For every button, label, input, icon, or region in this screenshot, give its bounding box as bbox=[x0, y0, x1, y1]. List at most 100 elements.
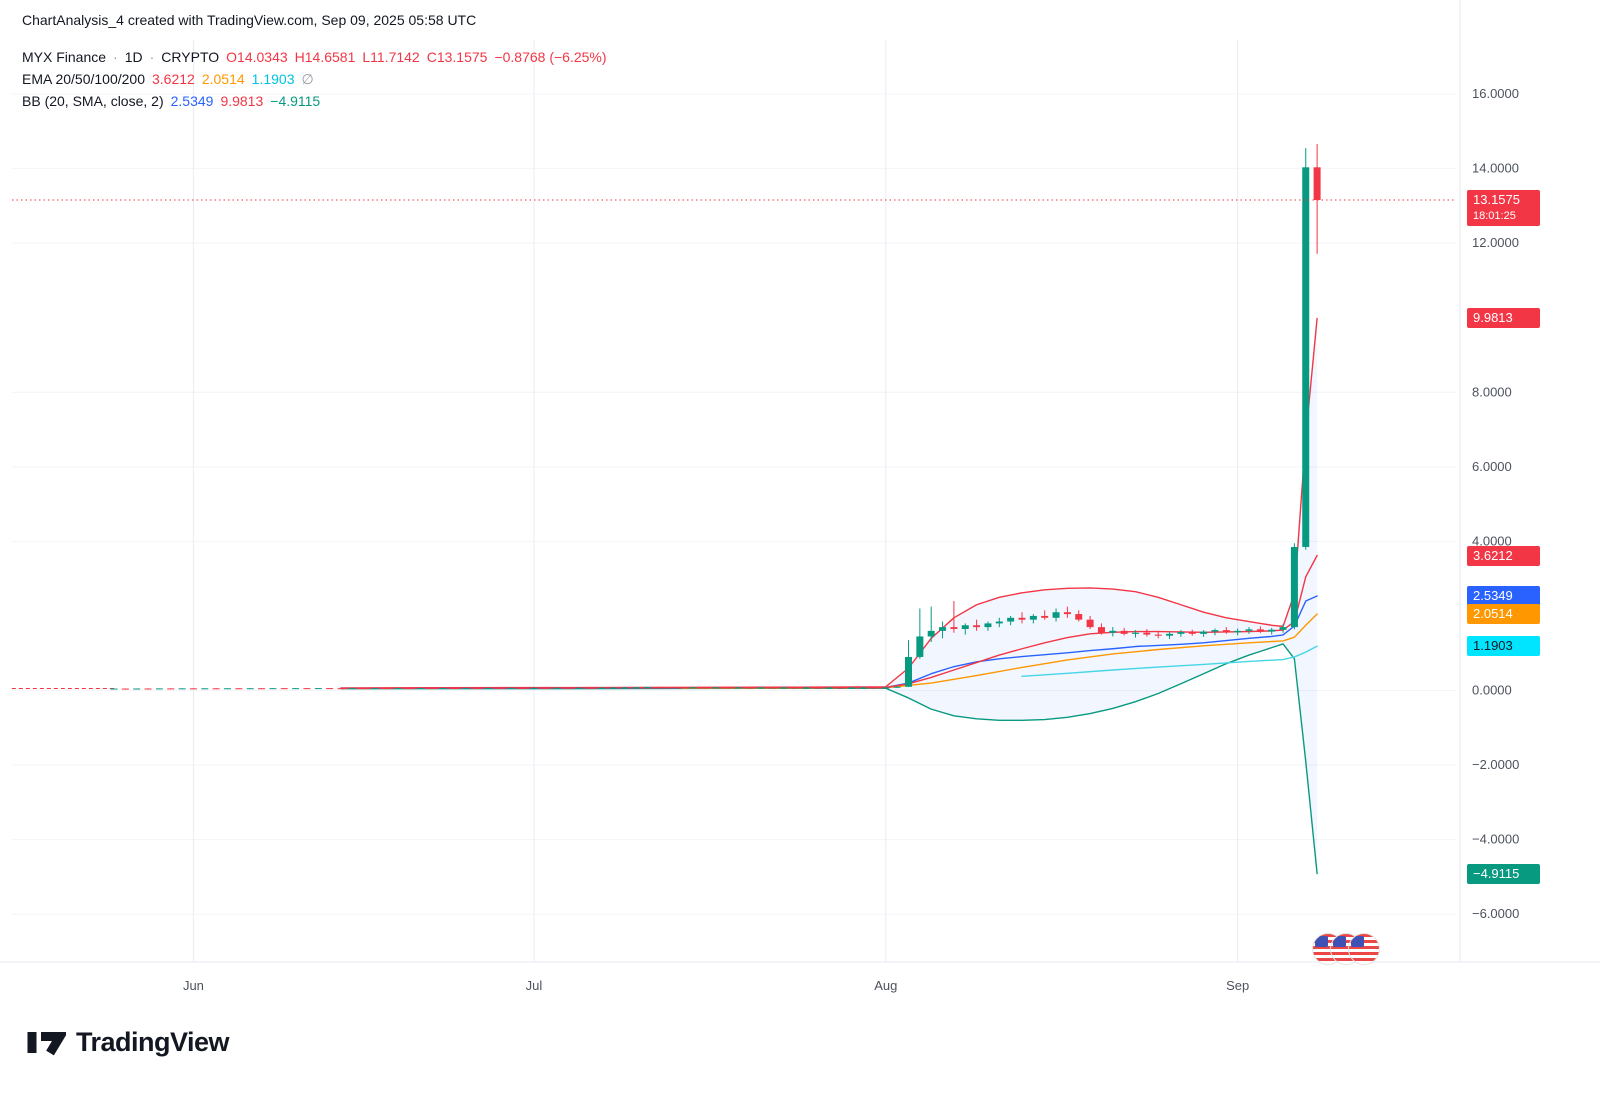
candle-body bbox=[973, 625, 981, 628]
tradingview-logo[interactable]: TradingView bbox=[24, 1022, 230, 1062]
candle-body bbox=[1313, 167, 1321, 200]
x-axis-tick-label: Aug bbox=[874, 978, 897, 993]
candle-body bbox=[133, 688, 141, 690]
ohlc-low: L11.7142 bbox=[362, 49, 420, 65]
bb-label: BB (20, SMA, close, 2) bbox=[22, 93, 164, 109]
series-bb-lower bbox=[340, 643, 1318, 875]
candle-body bbox=[882, 687, 890, 689]
y-axis-tick-label: 0.0000 bbox=[1472, 683, 1512, 698]
candle-body bbox=[1052, 612, 1060, 618]
separator-dot: · bbox=[113, 49, 118, 65]
candle-body bbox=[939, 627, 947, 631]
candle-body bbox=[1256, 629, 1264, 632]
candle-body bbox=[1143, 632, 1151, 635]
candle-body bbox=[609, 687, 617, 689]
candle-body bbox=[212, 688, 220, 690]
candle-body bbox=[428, 688, 436, 690]
candle-body bbox=[712, 687, 720, 689]
candle-body bbox=[1234, 630, 1242, 633]
chart-meta-title: ChartAnalysis_4 created with TradingView… bbox=[22, 12, 477, 28]
candle-body bbox=[916, 636, 924, 657]
candle-body bbox=[848, 687, 856, 689]
candle-body bbox=[893, 686, 901, 688]
ohlc-high: H14.6581 bbox=[294, 49, 356, 65]
candle-body bbox=[814, 687, 822, 689]
tradingview-logo-icon bbox=[27, 1032, 66, 1056]
candle-body bbox=[121, 688, 129, 690]
separator-dot: · bbox=[149, 49, 155, 65]
y-axis-tick-label: 16.0000 bbox=[1472, 86, 1519, 101]
exchange-label: CRYPTO bbox=[161, 49, 220, 65]
candle-body bbox=[1188, 631, 1196, 634]
candle-body bbox=[292, 688, 300, 690]
candle-body bbox=[802, 687, 810, 689]
candle-body bbox=[314, 688, 322, 690]
candle-body bbox=[1211, 630, 1219, 632]
candle-body bbox=[1086, 619, 1094, 628]
candle-body bbox=[780, 687, 788, 689]
ema50-value: 2.0514 bbox=[201, 71, 245, 87]
candle-body bbox=[995, 621, 1003, 624]
tradingview-logo-text: TradingView bbox=[76, 1026, 230, 1057]
candle-body bbox=[1154, 634, 1162, 636]
candle-body bbox=[757, 687, 765, 689]
candle-body bbox=[1268, 629, 1276, 632]
candle-body bbox=[167, 688, 175, 690]
candle-body bbox=[553, 687, 561, 689]
candle-body bbox=[700, 687, 708, 689]
candle-body bbox=[1222, 630, 1230, 633]
candle-body bbox=[1245, 629, 1253, 631]
candle-body bbox=[1290, 546, 1298, 628]
ema-legend-row[interactable]: EMA 20/50/100/200 3.6212 2.0514 1.1903 ∅ bbox=[22, 68, 614, 90]
symbol-legend-row[interactable]: MYX Finance · 1D · CRYPTO O14.0343 H14.6… bbox=[22, 46, 614, 68]
candle-body bbox=[575, 687, 583, 689]
candle-body bbox=[530, 687, 538, 689]
interval-label[interactable]: 1D bbox=[124, 49, 143, 65]
candle-body bbox=[1029, 615, 1037, 620]
candle-body bbox=[235, 688, 243, 690]
candle-body bbox=[666, 687, 674, 689]
candle-body bbox=[280, 688, 288, 690]
candle-body bbox=[155, 688, 163, 690]
candle-body bbox=[984, 623, 992, 628]
candle-body bbox=[1041, 615, 1049, 618]
candle-body bbox=[224, 688, 231, 690]
candle-body bbox=[927, 630, 935, 637]
candle-body bbox=[655, 686, 663, 688]
candle-body bbox=[144, 688, 152, 690]
y-axis-tick-label: −2.0000 bbox=[1472, 757, 1519, 772]
candle-body bbox=[598, 687, 606, 689]
chart-legend: MYX Finance · 1D · CRYPTO O14.0343 H14.6… bbox=[22, 46, 614, 112]
candle-body bbox=[1007, 617, 1015, 622]
candle-body bbox=[439, 688, 447, 690]
candle-body bbox=[462, 687, 470, 689]
bb-basis-value: 2.5349 bbox=[170, 93, 214, 109]
y-axis-tick-label: 8.0000 bbox=[1472, 384, 1512, 399]
y-axis-tick-label: −6.0000 bbox=[1472, 906, 1519, 921]
candle-body bbox=[541, 687, 549, 689]
candle-body bbox=[689, 687, 697, 689]
candle-body bbox=[451, 688, 458, 690]
candle-body bbox=[870, 687, 878, 689]
candle-body bbox=[1075, 614, 1083, 620]
candle-body bbox=[1109, 630, 1117, 633]
candle-body bbox=[961, 625, 969, 629]
candle-body bbox=[485, 687, 493, 689]
y-axis-tick-label: 14.0000 bbox=[1472, 161, 1519, 176]
candle-body bbox=[564, 687, 572, 689]
candle-body bbox=[632, 687, 640, 689]
candle-body bbox=[371, 688, 379, 690]
x-axis-tick-label: Sep bbox=[1226, 978, 1249, 993]
candle-body bbox=[1166, 633, 1174, 636]
candle-body bbox=[859, 687, 867, 689]
series-ema-50 bbox=[680, 613, 1318, 689]
x-axis-tick-label: Jun bbox=[183, 978, 204, 993]
ema-label: EMA 20/50/100/200 bbox=[22, 71, 145, 87]
candle-body bbox=[768, 687, 776, 689]
candle-body bbox=[791, 687, 799, 689]
candle-body bbox=[337, 688, 345, 690]
candle-body bbox=[405, 688, 413, 690]
bb-legend-row[interactable]: BB (20, SMA, close, 2) 2.5349 9.9813 −4.… bbox=[22, 90, 614, 112]
